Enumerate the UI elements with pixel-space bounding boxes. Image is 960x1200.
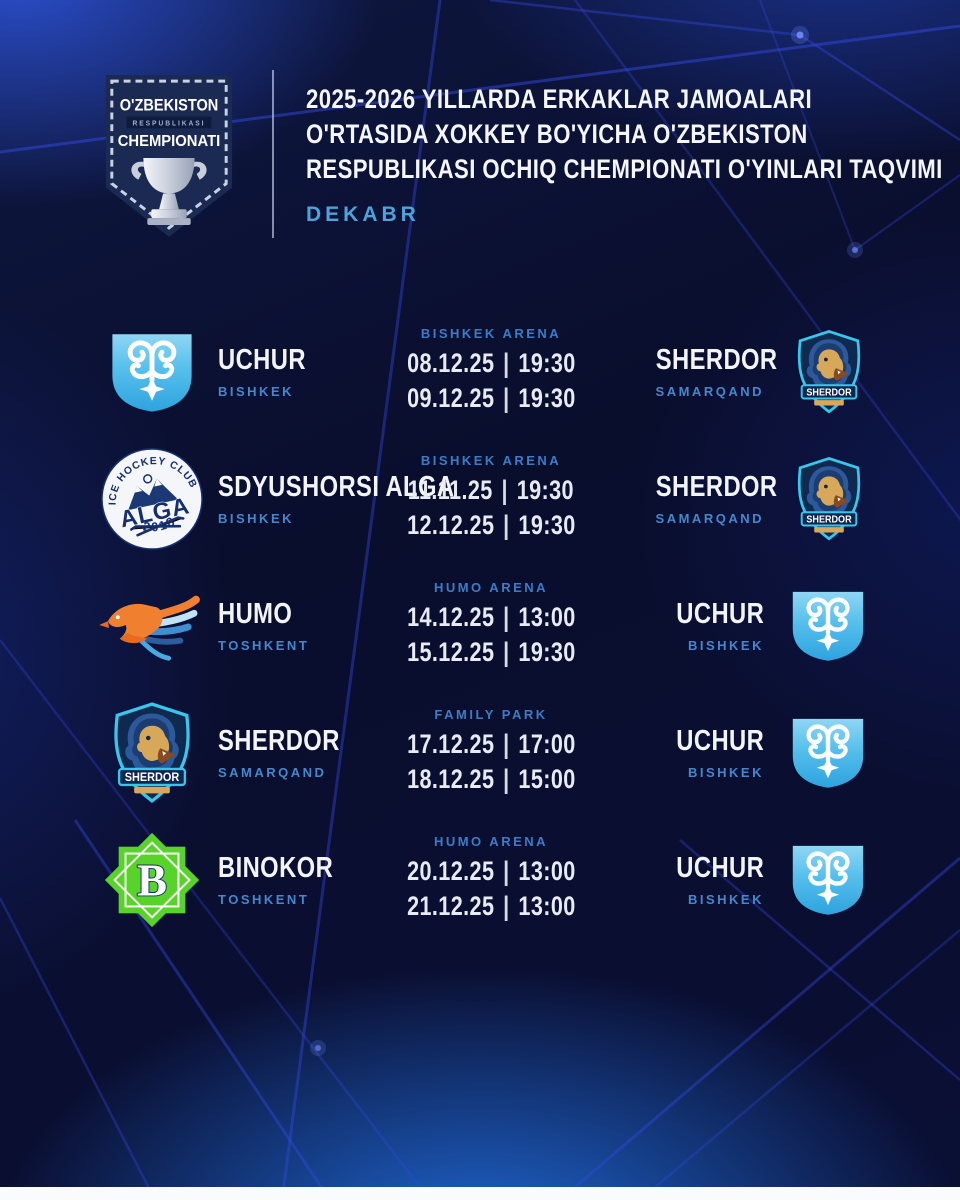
match-list: UCHUR BISHKEK BISHKEK ARENA 08.12.25 | 19:… xyxy=(0,308,960,943)
month-label: DEKABR xyxy=(306,203,420,226)
trophy-icon xyxy=(131,157,207,225)
header: O'ZBEKISTON RESPUBLIKASI CHEMPIONATI 202… xyxy=(100,70,942,242)
away-team-logo xyxy=(776,588,868,663)
uchur-logo-icon xyxy=(788,842,868,917)
poster-title-line: 2025-2026 YILLARDA ERKAKLAR JAMOALARI xyxy=(306,84,813,114)
home-team-logo xyxy=(98,582,206,670)
home-team-name: SDYUSHORSI ALGA xyxy=(218,471,455,503)
away-team-city: SAMARQAND xyxy=(655,384,764,399)
sherdor-logo-icon xyxy=(790,455,868,543)
away-team-logo xyxy=(776,715,868,790)
away-team-name: UCHUR xyxy=(676,598,764,630)
match-schedule: HUMO ARENA 20.12.25 | 13:00 21.12.25 | 13:00 xyxy=(365,834,617,926)
separator: | xyxy=(502,509,510,540)
uchur-logo-icon xyxy=(788,588,868,663)
separator: | xyxy=(502,601,510,632)
separator: | xyxy=(502,636,510,667)
home-team: HUMO TOSHKENT xyxy=(218,598,353,653)
game-datetime: 11.11.25 | 19:30 xyxy=(407,474,575,505)
match-row: UCHUR BISHKEK BISHKEK ARENA 08.12.25 | 19:… xyxy=(0,308,960,435)
poster-title-line: O'RTASIDA XOKKEY BO'YICHA O'ZBEKISTON xyxy=(306,119,808,149)
match-row: SHERDOR SAMARQAND FAMILY PARK 17.12.25 | 1… xyxy=(0,689,960,816)
match-schedule: BISHKEK ARENA 08.12.25 | 19:30 09.12.25 | 19… xyxy=(365,326,617,418)
away-team: UCHUR BISHKEK xyxy=(629,598,764,653)
title-block: 2025-2026 YILLARDA ERKAKLAR JAMOALARI O'… xyxy=(272,70,960,238)
match-row: SDYUSHORSI ALGA BISHKEK BISHKEK ARENA 11… xyxy=(0,435,960,562)
sherdor-logo-icon xyxy=(105,701,199,805)
game-datetime: 09.12.25 | 19:30 xyxy=(406,382,576,413)
away-team: SHERDOR SAMARQAND xyxy=(629,344,778,399)
home-team-name: BINOKOR xyxy=(218,852,334,884)
home-team-name: HUMO xyxy=(218,598,293,630)
home-team-name: UCHUR xyxy=(218,344,306,376)
venue-label: BISHKEK ARENA xyxy=(420,325,562,341)
game-datetime: 15.12.25 | 19:30 xyxy=(406,636,576,667)
home-team: UCHUR BISHKEK xyxy=(218,344,353,399)
away-team-city: BISHKEK xyxy=(687,765,764,780)
away-team-city: SAMARQAND xyxy=(655,511,764,526)
match-schedule: HUMO ARENA 14.12.25 | 13:00 15.12.25 | 19:30 xyxy=(365,580,617,672)
match-row: HUMO TOSHKENT HUMO ARENA 14.12.25 | 13:00 … xyxy=(0,562,960,689)
match-row: BINOKOR TOSHKENT HUMO ARENA 20.12.25 | 13:… xyxy=(0,816,960,943)
game-datetime: 21.12.25 | 13:00 xyxy=(406,890,576,921)
game-datetime: 18.12.25 | 15:00 xyxy=(406,763,576,794)
match-schedule: FAMILY PARK 17.12.25 | 17:00 18.12.25 | 15:0… xyxy=(365,707,617,799)
away-team-city: BISHKEK xyxy=(687,638,764,653)
away-team-city: BISHKEK xyxy=(687,892,764,907)
home-team-logo xyxy=(98,330,206,414)
badge-championship-text: CHEMPIONATI xyxy=(118,133,221,150)
separator: | xyxy=(502,855,510,886)
bottom-white-strip xyxy=(0,1187,960,1200)
game-datetime: 12.12.25 | 19:30 xyxy=(406,509,576,540)
separator: | xyxy=(502,763,510,794)
venue-label: HUMO ARENA xyxy=(433,833,549,849)
home-team-city: BISHKEK xyxy=(218,384,295,399)
uchur-logo-icon xyxy=(788,715,868,790)
game-datetime: 17.12.25 | 17:00 xyxy=(406,728,576,759)
away-team-logo xyxy=(776,842,868,917)
separator: | xyxy=(502,347,510,378)
game-datetime: 20.12.25 | 13:00 xyxy=(406,855,576,886)
home-team: SHERDOR SAMARQAND xyxy=(218,725,353,780)
away-team-name: SHERDOR xyxy=(655,471,778,503)
away-team-logo xyxy=(776,328,868,416)
sherdor-logo-icon xyxy=(790,328,868,416)
separator: | xyxy=(502,382,510,413)
venue-label: HUMO ARENA xyxy=(433,579,549,595)
game-datetime: 14.12.25 | 13:00 xyxy=(406,601,576,632)
away-team-name: UCHUR xyxy=(676,852,764,884)
home-team-city: SAMARQAND xyxy=(218,765,327,780)
home-team-logo xyxy=(98,701,206,805)
away-team-name: SHERDOR xyxy=(655,344,778,376)
venue-label: BISHKEK ARENA xyxy=(420,452,562,468)
home-team: BINOKOR TOSHKENT xyxy=(218,852,353,907)
badge-country-text: O'ZBEKISTON xyxy=(120,96,219,115)
separator: | xyxy=(501,474,509,505)
away-team-name: UCHUR xyxy=(676,725,764,757)
binokor-logo-icon xyxy=(103,831,201,929)
alga-logo-icon xyxy=(98,445,206,553)
away-team-logo xyxy=(776,455,868,543)
championship-badge-logo: O'ZBEKISTON RESPUBLIKASI CHEMPIONATI xyxy=(105,75,233,237)
badge-sub-text: RESPUBLIKASI xyxy=(133,120,206,127)
humo-logo-icon xyxy=(98,582,206,670)
match-schedule: BISHKEK ARENA 11.11.25 | 19:30 12.12.25 | 19… xyxy=(365,453,617,545)
away-team: UCHUR BISHKEK xyxy=(629,852,764,907)
game-datetime: 08.12.25 | 19:30 xyxy=(406,347,576,378)
poster-title-line: RESPUBLIKASI OCHIQ CHEMPIONATI O'YINLARI… xyxy=(306,154,943,184)
separator: | xyxy=(502,728,510,759)
home-team-name: SHERDOR xyxy=(218,725,340,757)
away-team: SHERDOR SAMARQAND xyxy=(629,471,778,526)
away-team: UCHUR BISHKEK xyxy=(629,725,764,780)
home-team-logo xyxy=(98,831,206,929)
home-team-city: TOSHKENT xyxy=(218,638,310,653)
home-team-city: TOSHKENT xyxy=(218,892,310,907)
home-team-logo xyxy=(98,445,206,553)
uchur-logo-icon xyxy=(107,330,197,414)
home-team: SDYUSHORSI ALGA BISHKEK xyxy=(218,471,455,526)
separator: | xyxy=(502,890,510,921)
home-team-city: BISHKEK xyxy=(218,511,295,526)
venue-label: FAMILY PARK xyxy=(434,706,548,722)
